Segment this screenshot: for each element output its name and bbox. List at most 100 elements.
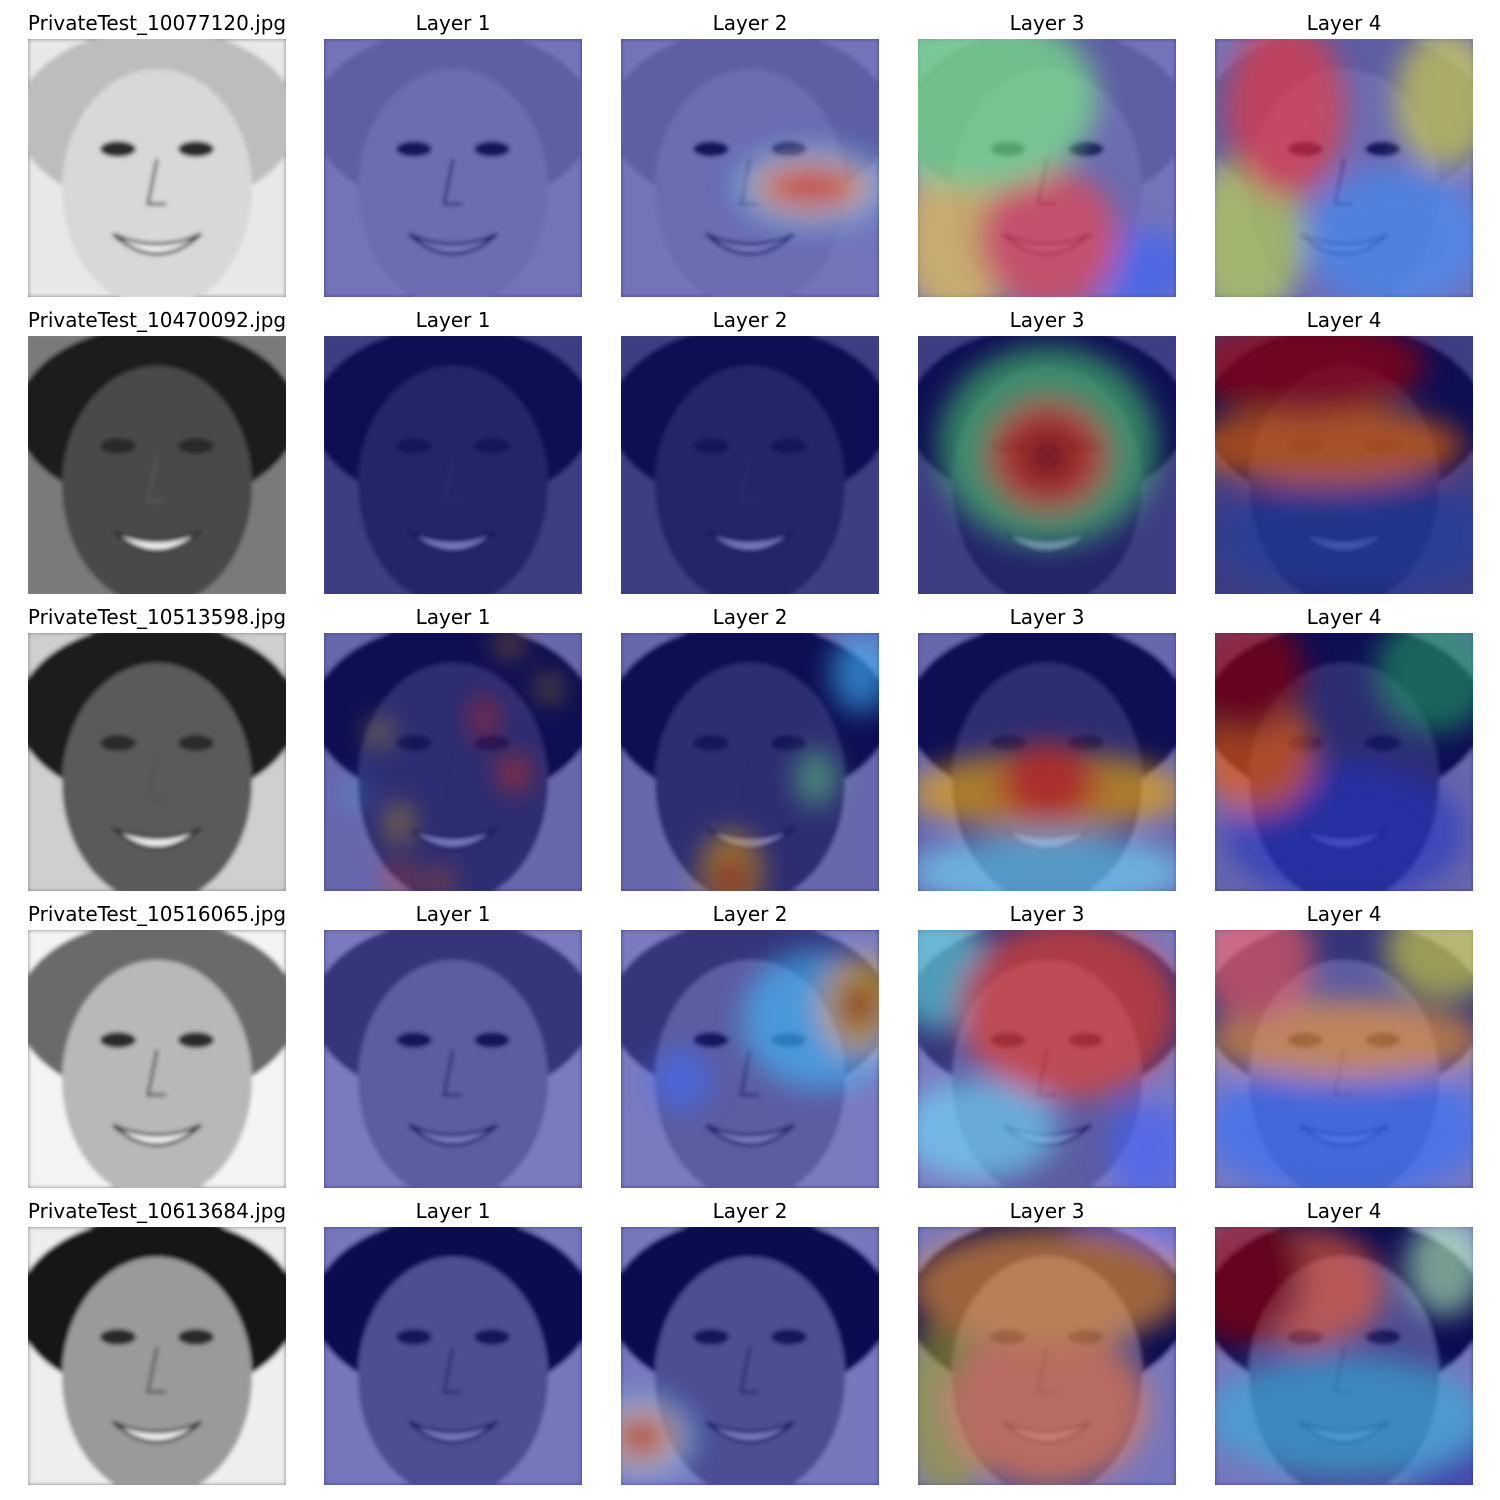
right-eye [178,438,214,454]
heat-region [344,783,364,803]
heat-region [1215,476,1473,594]
layer-title: Layer 4 [1306,1199,1382,1223]
face-image [28,633,286,891]
heat-region [998,743,1098,823]
heat-region [1375,633,1473,733]
layer-heatmap-panel [1215,39,1473,297]
layer-title: Layer 3 [1009,605,1085,629]
layer-heatmap-panel [918,1227,1176,1485]
heat-region [918,1227,1176,1347]
layer-title: Layer 2 [712,11,788,35]
layer-title: Layer 1 [415,902,491,926]
layer-heatmap-panel [918,930,1176,1188]
original-face-panel [28,633,286,891]
layer-title: Layer 3 [1009,308,1085,332]
heatmap-overlay [344,633,559,891]
layer-heatmap-panel [324,336,582,594]
heatmap-overlay [1215,633,1473,891]
layer-heatmap-panel [918,336,1176,594]
layer-heatmap-panel [1215,930,1473,1188]
face-shape [62,366,252,594]
layer-heatmap-panel [1215,1227,1473,1485]
face-shape [62,1257,252,1485]
right-eye [178,141,214,157]
layer-title: Layer 1 [415,1199,491,1223]
nose [146,1049,166,1097]
left-eye [100,438,136,454]
heat-region [1023,431,1073,481]
image-filename-title: PrivateTest_10516065.jpg [27,902,287,926]
image-filename-title: PrivateTest_10470092.jpg [27,308,287,332]
heatmap-overlay [938,346,1158,546]
face-shape [62,663,252,891]
image-filename-title: PrivateTest_10613684.jpg [27,1199,287,1223]
layer-title: Layer 4 [1306,11,1382,35]
heat-region [1215,336,1425,416]
face-shape [62,960,252,1188]
layer-heatmap-panel [1215,633,1473,891]
face-image [28,1227,286,1485]
nose [146,752,166,800]
heat-region [918,1080,1058,1180]
heat-region [831,633,879,713]
layer-heatmap-panel [918,39,1176,297]
heat-region [1215,1227,1305,1347]
heat-region [841,981,877,1029]
heat-region [621,1417,667,1457]
nose [146,455,166,503]
layer-title: Layer 4 [1306,308,1382,332]
layer-title: Layer 2 [712,1199,788,1223]
heat-region [1215,406,1465,486]
heat-region [1405,1227,1473,1317]
heat-region [948,1327,1148,1485]
heat-region [427,869,451,891]
heatmap-base [324,39,582,297]
heatmap-overlay [1215,930,1473,1188]
layer-title: Layer 1 [415,605,491,629]
heatmap-overlay [621,1393,696,1481]
heatmap-overlay [1215,336,1473,594]
heatmap-overlay [701,633,879,891]
heat-region [651,1050,711,1110]
layer-heatmap-panel [324,633,582,891]
heat-region [1215,1060,1473,1188]
heat-region [918,39,1098,189]
image-filename-title: PrivateTest_10077120.jpg [27,11,287,35]
nose [146,158,166,206]
face-image [28,39,286,297]
heat-region [958,930,1176,1100]
mouth [111,826,203,850]
heat-region [1215,1357,1473,1477]
layer-title: Layer 4 [1306,902,1382,926]
layer-title: Layer 2 [712,605,788,629]
face-shape [62,69,252,297]
heatmap-base [324,1227,582,1485]
heatmap-overlay [918,930,1176,1188]
layer-heatmap-panel [324,1227,582,1485]
heat-region [1395,39,1473,169]
original-face-panel [28,39,286,297]
heat-region [711,852,751,891]
heat-region [539,676,559,700]
mouth [111,529,203,553]
heat-region [978,169,1118,297]
left-eye [100,1032,136,1048]
layer-title: Layer 1 [415,308,491,332]
original-face-panel [28,1227,286,1485]
heat-region [369,721,389,745]
mouth [111,232,203,256]
heatmap-base [324,930,582,1188]
heat-region [1215,633,1305,733]
heat-region [389,803,409,843]
heat-region [1385,930,1473,1000]
original-face-panel [28,336,286,594]
heat-region [1215,1000,1473,1080]
heat-region [763,167,859,207]
face-image [28,930,286,1188]
layer-title: Layer 3 [1009,902,1085,926]
heatmap-overlay [733,145,879,229]
left-eye [100,141,136,157]
heat-region [1108,1100,1176,1188]
mouth [111,1123,203,1147]
